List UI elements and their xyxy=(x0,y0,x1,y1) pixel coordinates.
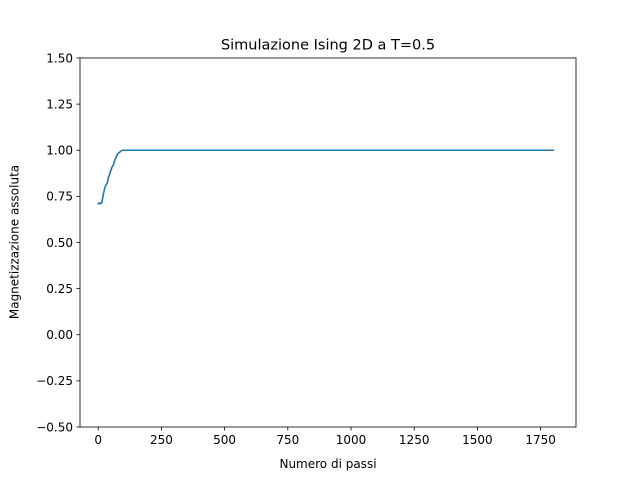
y-tick-label: 1.00 xyxy=(46,144,73,158)
y-axis-ticks: −0.50 −0.25 0.00 0.25 0.50 0.75 1.00 1.25 1.50 xyxy=(36,51,80,434)
x-tick-label: 500 xyxy=(213,433,236,447)
chart-title: Simulazione Ising 2D a T=0.5 xyxy=(221,38,435,54)
x-tick-label: 1000 xyxy=(336,433,367,447)
y-tick-label: −0.25 xyxy=(36,374,73,388)
y-tick-label: −0.50 xyxy=(36,420,73,434)
series-line-magnetizzazione xyxy=(97,149,555,205)
y-tick-label: 1.50 xyxy=(46,51,73,65)
y-tick-label: 1.25 xyxy=(46,97,73,111)
x-axis-label: Numero di passi xyxy=(279,457,376,471)
x-tick-label: 1250 xyxy=(399,433,430,447)
y-tick-label: 0.25 xyxy=(46,282,73,296)
plot-area xyxy=(97,149,555,205)
x-tick-label: 750 xyxy=(276,433,299,447)
y-tick-label: 0.00 xyxy=(46,328,73,342)
axes-frame xyxy=(79,57,577,428)
x-tick-label: 1750 xyxy=(525,433,556,447)
x-tick-label: 1500 xyxy=(462,433,493,447)
x-tick-label: 0 xyxy=(94,433,102,447)
y-tick-label: 0.50 xyxy=(46,236,73,250)
x-axis-ticks: 0 250 500 750 1000 1250 1500 1750 xyxy=(94,427,556,447)
y-tick-label: 0.75 xyxy=(46,190,73,204)
y-axis-label: Magnetizzazione assoluta xyxy=(8,165,22,319)
x-tick-label: 250 xyxy=(150,433,173,447)
